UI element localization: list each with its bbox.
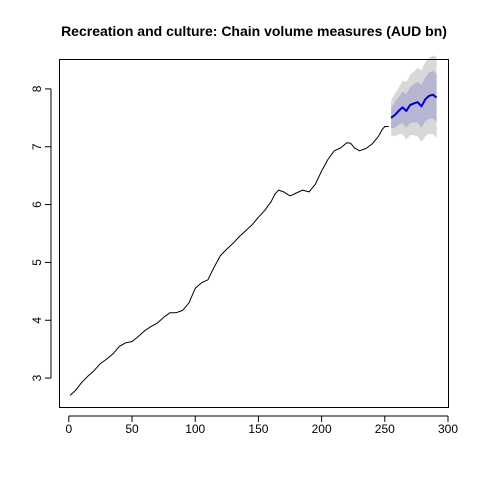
plot-frame <box>59 59 449 408</box>
x-tick-label: 200 <box>312 422 332 436</box>
interval-band-inner <box>391 71 437 129</box>
x-tick-label: 150 <box>248 422 268 436</box>
y-tick-label: 7 <box>30 143 44 150</box>
x-tick-label: 250 <box>375 422 395 436</box>
y-tick-label: 5 <box>30 259 44 266</box>
y-tick-label: 3 <box>30 374 44 381</box>
series-lines <box>69 93 438 396</box>
y-tick-label: 8 <box>30 85 44 92</box>
chart-title: Recreation and culture: Chain volume mea… <box>61 23 447 39</box>
y-tick-label: 6 <box>30 201 44 208</box>
series-line-observed <box>69 126 389 396</box>
y-axis: 3 4 5 6 7 8 <box>30 85 52 381</box>
x-axis: 0 50 100 150 200 250 300 <box>66 415 458 436</box>
x-tick-label: 0 <box>66 422 73 436</box>
x-tick-label: 300 <box>438 422 458 436</box>
forecast-intervals <box>391 55 437 143</box>
series-line-forecast <box>390 93 438 119</box>
y-tick-label: 4 <box>30 317 44 324</box>
x-tick-label: 50 <box>125 422 139 436</box>
x-tick-label: 100 <box>185 422 205 436</box>
